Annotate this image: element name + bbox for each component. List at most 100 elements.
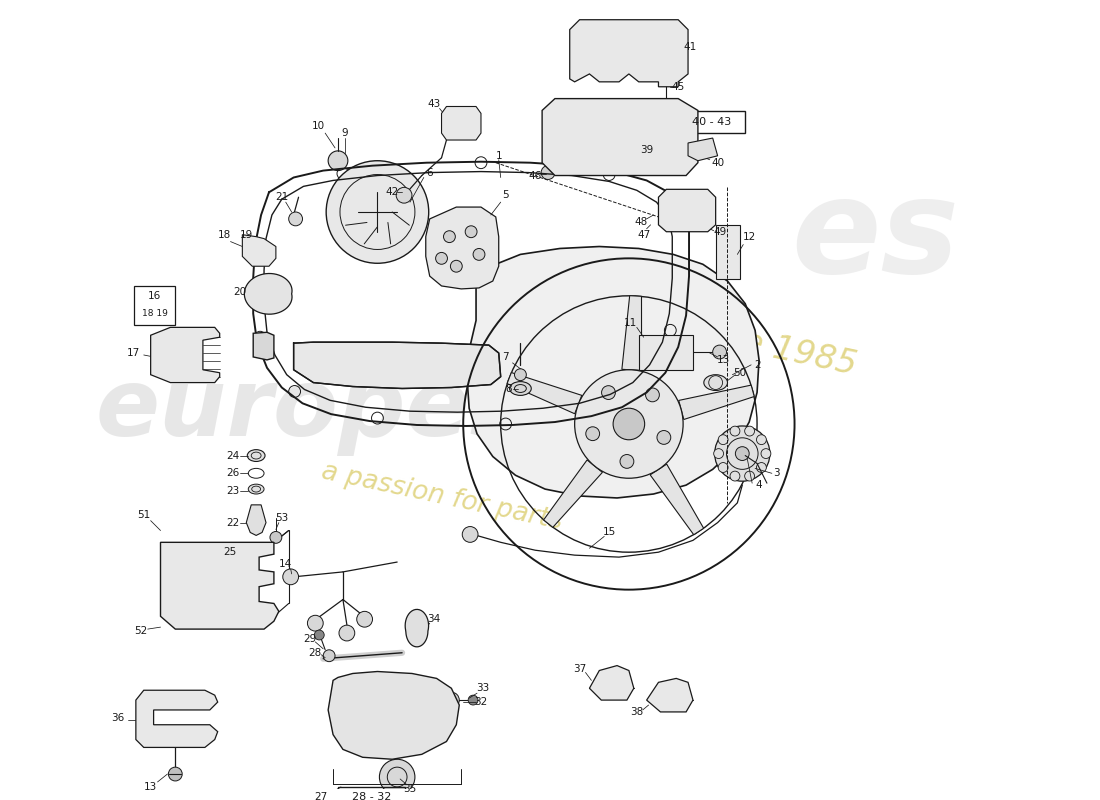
Text: 49: 49: [713, 226, 726, 237]
Text: 46: 46: [529, 170, 542, 181]
Circle shape: [339, 625, 355, 641]
Text: 37: 37: [573, 663, 586, 674]
Circle shape: [757, 434, 767, 445]
Text: 14: 14: [279, 559, 293, 569]
Circle shape: [307, 615, 323, 631]
Text: 43: 43: [427, 98, 440, 109]
Text: 2: 2: [754, 360, 760, 370]
Text: 1: 1: [495, 150, 502, 161]
Text: 27: 27: [315, 792, 328, 800]
Polygon shape: [621, 296, 641, 370]
Text: es: es: [791, 173, 959, 300]
Text: 34: 34: [427, 614, 440, 624]
Circle shape: [473, 249, 485, 260]
Text: 28: 28: [309, 648, 322, 658]
Polygon shape: [246, 505, 266, 535]
Polygon shape: [647, 678, 693, 712]
Text: 6: 6: [427, 167, 433, 178]
Polygon shape: [253, 332, 274, 360]
Circle shape: [462, 526, 478, 542]
Text: 32: 32: [474, 697, 487, 707]
Text: 36: 36: [111, 713, 124, 723]
Text: 26: 26: [226, 468, 239, 478]
Polygon shape: [468, 246, 759, 498]
Ellipse shape: [248, 450, 265, 462]
Text: 52: 52: [134, 626, 147, 636]
Circle shape: [745, 471, 755, 481]
Polygon shape: [328, 671, 460, 759]
Text: 51: 51: [138, 510, 151, 520]
Circle shape: [328, 151, 348, 170]
Text: 23: 23: [226, 486, 239, 496]
Polygon shape: [161, 542, 278, 629]
Polygon shape: [426, 207, 498, 289]
Text: 28 - 32: 28 - 32: [352, 792, 392, 800]
Text: 50: 50: [733, 368, 746, 378]
Text: 40: 40: [711, 158, 724, 168]
Circle shape: [646, 388, 659, 402]
Text: 39: 39: [640, 145, 653, 155]
Circle shape: [450, 260, 462, 272]
Circle shape: [580, 127, 600, 147]
Circle shape: [355, 698, 399, 742]
Ellipse shape: [249, 484, 264, 494]
Polygon shape: [294, 342, 500, 389]
Text: 22: 22: [226, 518, 239, 528]
Circle shape: [315, 630, 324, 640]
Text: 7: 7: [503, 352, 509, 362]
Circle shape: [288, 212, 302, 226]
Text: 33: 33: [476, 683, 490, 694]
Text: 21: 21: [275, 192, 288, 202]
Text: 13: 13: [717, 355, 730, 365]
Polygon shape: [242, 234, 276, 266]
Text: europes: europes: [96, 364, 527, 456]
Circle shape: [715, 426, 770, 481]
Circle shape: [718, 434, 728, 445]
Circle shape: [586, 426, 600, 441]
Polygon shape: [570, 20, 688, 86]
Text: 16: 16: [148, 291, 162, 301]
Circle shape: [602, 386, 615, 399]
Circle shape: [613, 408, 645, 440]
Circle shape: [396, 187, 412, 203]
Text: 41: 41: [683, 42, 696, 52]
Circle shape: [270, 531, 282, 543]
Bar: [716, 225, 740, 279]
Text: 42: 42: [386, 187, 399, 198]
Circle shape: [730, 426, 740, 436]
Circle shape: [661, 76, 671, 86]
Text: 17: 17: [128, 348, 141, 358]
Text: 3: 3: [773, 468, 780, 478]
Polygon shape: [441, 106, 481, 140]
Text: 9: 9: [342, 128, 349, 138]
Bar: [639, 335, 693, 370]
Text: 18 19: 18 19: [142, 309, 167, 318]
Circle shape: [730, 471, 740, 481]
Circle shape: [465, 226, 477, 238]
Text: since 1985: since 1985: [674, 312, 859, 382]
Circle shape: [443, 230, 455, 242]
Circle shape: [168, 767, 183, 781]
Text: 19: 19: [240, 230, 253, 240]
Text: 25: 25: [223, 547, 236, 557]
Text: 38: 38: [630, 707, 644, 717]
Polygon shape: [679, 385, 755, 419]
Circle shape: [356, 611, 373, 627]
Text: 48: 48: [634, 217, 647, 227]
Circle shape: [714, 449, 724, 458]
Circle shape: [761, 449, 771, 458]
Text: 11: 11: [624, 318, 638, 329]
Bar: [338, 787, 405, 800]
Circle shape: [736, 446, 749, 461]
Circle shape: [515, 369, 526, 381]
Polygon shape: [244, 274, 292, 314]
Text: a passion for parts: a passion for parts: [319, 458, 564, 535]
Text: 24: 24: [226, 450, 239, 461]
Bar: [134, 286, 175, 326]
Text: 4: 4: [756, 480, 762, 490]
Text: 29: 29: [302, 634, 316, 644]
Circle shape: [621, 129, 637, 145]
Text: 13: 13: [144, 782, 157, 792]
Polygon shape: [650, 464, 704, 534]
Polygon shape: [659, 190, 716, 232]
